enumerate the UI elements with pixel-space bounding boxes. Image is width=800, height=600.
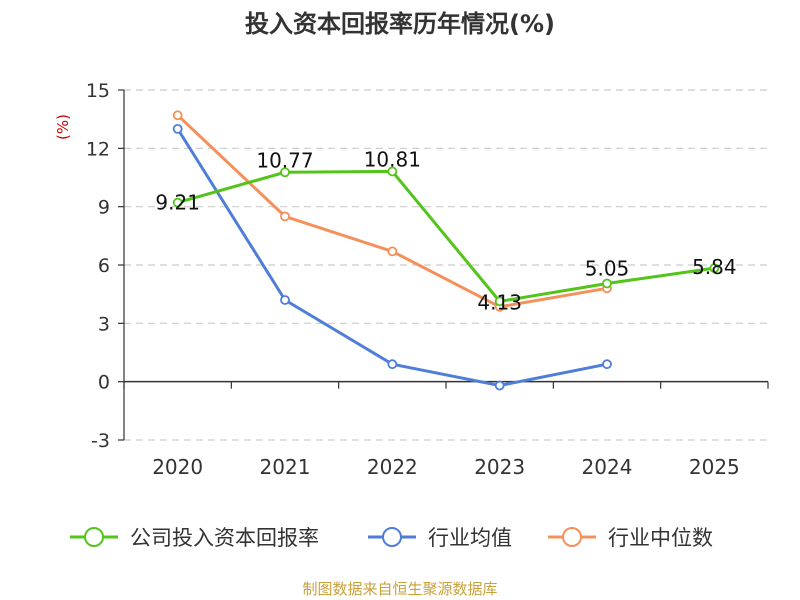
data-point bbox=[709, 263, 720, 274]
data-label: 5.84 bbox=[692, 255, 737, 279]
data-label: 10.77 bbox=[256, 148, 313, 172]
data-point bbox=[280, 211, 290, 222]
axes bbox=[118, 89, 769, 441]
y-axis-unit: (%) bbox=[54, 114, 72, 140]
x-tick-label: 2021 bbox=[260, 455, 311, 479]
chart-title: 投入资本回报率历年情况(%) bbox=[245, 10, 555, 38]
data-label: 9.21 bbox=[155, 191, 200, 215]
y-tick-labels: 15 12 9 6 3 0 -3 bbox=[86, 80, 110, 452]
y-tick-label: 6 bbox=[98, 255, 110, 277]
y-tick-label: 9 bbox=[98, 197, 110, 219]
x-tick-label: 2023 bbox=[474, 455, 525, 479]
x-tick-label: 2022 bbox=[367, 455, 418, 479]
legend-swatch-marker bbox=[382, 527, 402, 547]
series-line-2 bbox=[176, 114, 608, 309]
data-point bbox=[280, 167, 290, 178]
legend-swatch-marker bbox=[84, 527, 104, 547]
x-tick-label: 2020 bbox=[152, 455, 203, 479]
data-label: 4.13 bbox=[477, 290, 522, 314]
data-point bbox=[494, 380, 505, 391]
legend-swatch-marker bbox=[562, 527, 582, 547]
data-point bbox=[172, 123, 183, 134]
data-label: 10.81 bbox=[364, 147, 421, 171]
legend-label: 行业均值 bbox=[428, 526, 512, 550]
y-tick-label: 3 bbox=[98, 313, 110, 335]
data-point bbox=[387, 246, 398, 257]
x-tick-label: 2025 bbox=[689, 455, 740, 479]
data-point bbox=[387, 359, 398, 370]
data-label: 5.05 bbox=[585, 256, 630, 280]
data-point bbox=[280, 295, 290, 305]
data-point bbox=[602, 359, 612, 370]
x-tick-labels: 2020 2021 2022 2023 2024 2025 bbox=[152, 455, 740, 479]
data-point bbox=[494, 296, 505, 307]
x-tick-label: 2024 bbox=[582, 455, 633, 479]
data-point bbox=[602, 278, 612, 289]
source-note: 制图数据来自恒生聚源数据库 bbox=[302, 580, 497, 598]
series-line-0 bbox=[177, 169, 715, 303]
data-point bbox=[387, 166, 398, 177]
legend: 公司投入资本回报率 行业均值 行业中位数 bbox=[70, 526, 713, 550]
y-tick-label: 0 bbox=[98, 372, 110, 394]
y-tick-label: 15 bbox=[86, 80, 110, 102]
data-point bbox=[172, 110, 183, 121]
data-labels: 9.21 10.77 10.81 4.13 5.05 5.84 bbox=[155, 147, 736, 314]
y-tick-label: -3 bbox=[91, 430, 110, 452]
series-lines bbox=[172, 110, 720, 391]
data-point bbox=[172, 197, 183, 208]
y-tick-label: 12 bbox=[86, 138, 110, 160]
legend-label: 公司投入资本回报率 bbox=[130, 526, 319, 550]
legend-label: 行业中位数 bbox=[608, 526, 713, 550]
